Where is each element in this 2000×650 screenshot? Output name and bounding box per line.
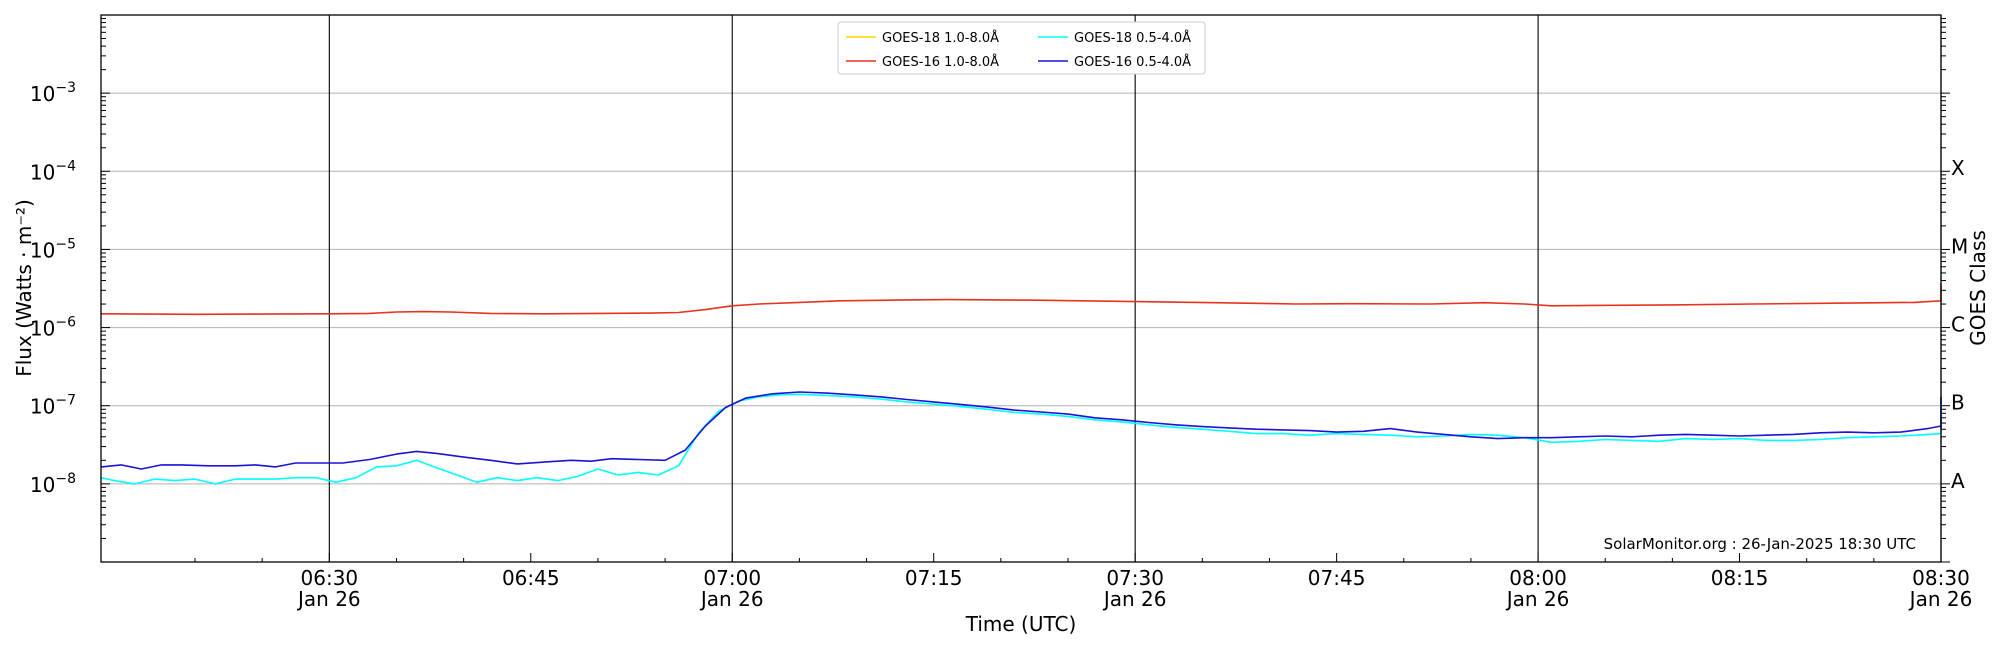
x-tick-date-label: Jan 26: [1102, 587, 1167, 611]
y-tick-label: 10−6: [30, 315, 76, 341]
legend: GOES-18 1.0-8.0Å GOES-18 0.5-4.0Å GOES-16 …: [837, 21, 1206, 75]
x-tick-label: 08:30: [1912, 566, 1970, 590]
x-tick-date-label: Jan 26: [1908, 587, 1973, 611]
x-axis-title: Time (UTC): [965, 612, 1077, 636]
legend-box: [837, 21, 1206, 75]
x-tick-label: 07:30: [1106, 566, 1164, 590]
y-axis-title: Flux (Watts · m⁻²): [12, 199, 36, 377]
goes-class-b: B: [1951, 391, 1965, 415]
x-tick-label: 06:45: [502, 566, 560, 590]
x-tick-label: 08:15: [1711, 566, 1769, 590]
y2-axis-title: GOES Class: [1966, 230, 1990, 346]
legend-label: GOES-18 1.0-8.0Å: [882, 30, 999, 46]
goes-class-labels: A B C M X: [1951, 156, 1968, 493]
x-tick-label: 07:15: [905, 566, 963, 590]
y-tick-label: 10−4: [30, 158, 76, 184]
goes-class-c: C: [1951, 313, 1965, 337]
y-tick-labels: 10−8 10−7 10−6 10−5 10−4 10−3: [30, 80, 76, 497]
watermark: SolarMonitor.org : 26-Jan-2025 18:30 UTC: [1604, 535, 1916, 553]
y-tick-label: 10−3: [30, 80, 76, 106]
x-tick-date-label: Jan 26: [296, 587, 361, 611]
goes-class-a: A: [1951, 469, 1965, 493]
x-tick-label: 07:45: [1308, 566, 1366, 590]
goes-class-x: X: [1951, 156, 1965, 180]
grid: [101, 92, 1941, 485]
y-tick-label: 10−5: [30, 236, 76, 262]
legend-label: GOES-18 0.5-4.0Å: [1074, 30, 1191, 46]
x-tick-date-label: Jan 26: [1505, 587, 1570, 611]
plot-frame: [100, 14, 1942, 563]
y-tick-label: 10−7: [30, 393, 76, 419]
x-tick-date-label: Jan 26: [699, 587, 764, 611]
y-tick-label: 10−8: [30, 471, 76, 497]
x-tick-label: 06:30: [301, 566, 359, 590]
x-tick-label: 07:00: [703, 566, 761, 590]
x-tick-label: 08:00: [1509, 566, 1567, 590]
legend-label: GOES-16 1.0-8.0Å: [882, 54, 999, 70]
axis-ticks: [101, 18, 1950, 563]
legend-label: GOES-16 0.5-4.0Å: [1074, 54, 1191, 70]
goes-class-m: M: [1951, 234, 1968, 258]
